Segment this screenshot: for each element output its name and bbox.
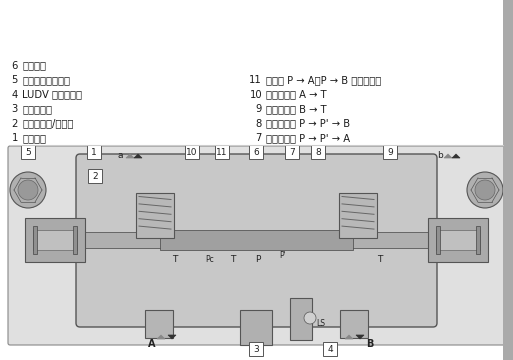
Bar <box>476 226 480 254</box>
Bar <box>136 193 174 238</box>
Bar <box>249 145 263 159</box>
Bar <box>145 310 173 338</box>
Bar <box>436 226 440 254</box>
Bar <box>33 226 37 254</box>
Text: 3: 3 <box>253 345 259 354</box>
Text: P': P' <box>280 252 286 261</box>
Text: 3: 3 <box>12 104 18 114</box>
Bar <box>21 145 35 159</box>
Text: 供油节流孔 P → P' → B: 供油节流孔 P → P' → B <box>266 118 350 129</box>
Text: 先导压力缓冲梭阀: 先导压力缓冲梭阀 <box>22 75 70 85</box>
Bar <box>383 145 397 159</box>
Text: 10: 10 <box>186 148 198 157</box>
Text: 10: 10 <box>249 90 262 99</box>
Text: B: B <box>366 339 373 349</box>
Circle shape <box>18 180 38 200</box>
Circle shape <box>475 180 495 200</box>
Bar <box>503 0 513 360</box>
Text: 7: 7 <box>255 133 262 143</box>
Text: 负载保持阀: 负载保持阀 <box>22 104 52 114</box>
Text: a: a <box>117 150 123 159</box>
Bar <box>33 230 77 250</box>
Text: 行程限制: 行程限制 <box>22 133 46 143</box>
Text: P: P <box>255 255 261 264</box>
Text: LS: LS <box>316 320 325 328</box>
Text: 9: 9 <box>255 104 262 114</box>
Text: 11: 11 <box>249 75 262 85</box>
Text: A: A <box>148 339 156 349</box>
Text: 6: 6 <box>12 60 18 71</box>
Polygon shape <box>356 335 364 339</box>
Text: T: T <box>230 255 235 264</box>
Bar <box>249 342 263 356</box>
Text: 控制阀芯: 控制阀芯 <box>22 60 46 71</box>
Text: T: T <box>378 255 383 264</box>
Polygon shape <box>168 335 176 339</box>
Text: 5: 5 <box>12 75 18 85</box>
Text: 8: 8 <box>256 118 262 129</box>
Bar <box>185 145 199 159</box>
FancyBboxPatch shape <box>76 154 437 327</box>
Text: 2: 2 <box>12 118 18 129</box>
Text: 1: 1 <box>91 148 97 157</box>
Text: 出口节流孔 A → T: 出口节流孔 A → T <box>266 90 327 99</box>
Bar <box>87 145 101 159</box>
Text: 4: 4 <box>12 90 18 99</box>
Text: 1: 1 <box>12 133 18 143</box>
Polygon shape <box>134 154 142 158</box>
Text: 11: 11 <box>216 148 228 157</box>
Text: 出口节流孔 B → T: 出口节流孔 B → T <box>266 104 327 114</box>
Bar <box>428 218 488 262</box>
Bar <box>160 230 353 250</box>
Bar <box>290 298 312 340</box>
Bar <box>323 342 337 356</box>
Text: LUDV 压力补偿器: LUDV 压力补偿器 <box>22 90 82 99</box>
Text: b: b <box>437 150 443 159</box>
Circle shape <box>467 172 503 208</box>
Bar <box>88 169 102 183</box>
Text: 9: 9 <box>387 148 393 157</box>
Bar <box>340 310 368 338</box>
Polygon shape <box>157 335 165 339</box>
Polygon shape <box>444 154 452 158</box>
Circle shape <box>304 312 316 324</box>
Text: 供油节流孔 P → P' → A: 供油节流孔 P → P' → A <box>266 133 350 143</box>
FancyBboxPatch shape <box>8 146 505 345</box>
Bar <box>436 230 480 250</box>
Text: 7: 7 <box>289 148 295 157</box>
Polygon shape <box>345 335 353 339</box>
Text: 6: 6 <box>253 148 259 157</box>
Text: 2: 2 <box>92 171 98 180</box>
Bar <box>25 218 85 262</box>
Text: 二次溢流阀/补油阀: 二次溢流阀/补油阀 <box>22 118 73 129</box>
Text: T: T <box>172 255 177 264</box>
Bar <box>339 193 377 238</box>
Bar <box>240 310 272 345</box>
Text: Pc: Pc <box>206 255 214 264</box>
Text: 5: 5 <box>25 148 31 157</box>
Text: 8: 8 <box>315 148 321 157</box>
Polygon shape <box>452 154 460 158</box>
Bar <box>285 145 299 159</box>
Polygon shape <box>126 154 134 158</box>
Text: 4: 4 <box>327 345 333 354</box>
Bar <box>73 226 77 254</box>
Circle shape <box>10 172 46 208</box>
Bar <box>311 145 325 159</box>
Text: 换向槽 P → A（P → B 与之对应）: 换向槽 P → A（P → B 与之对应） <box>266 75 381 85</box>
Bar <box>25 232 488 248</box>
Bar <box>215 145 229 159</box>
